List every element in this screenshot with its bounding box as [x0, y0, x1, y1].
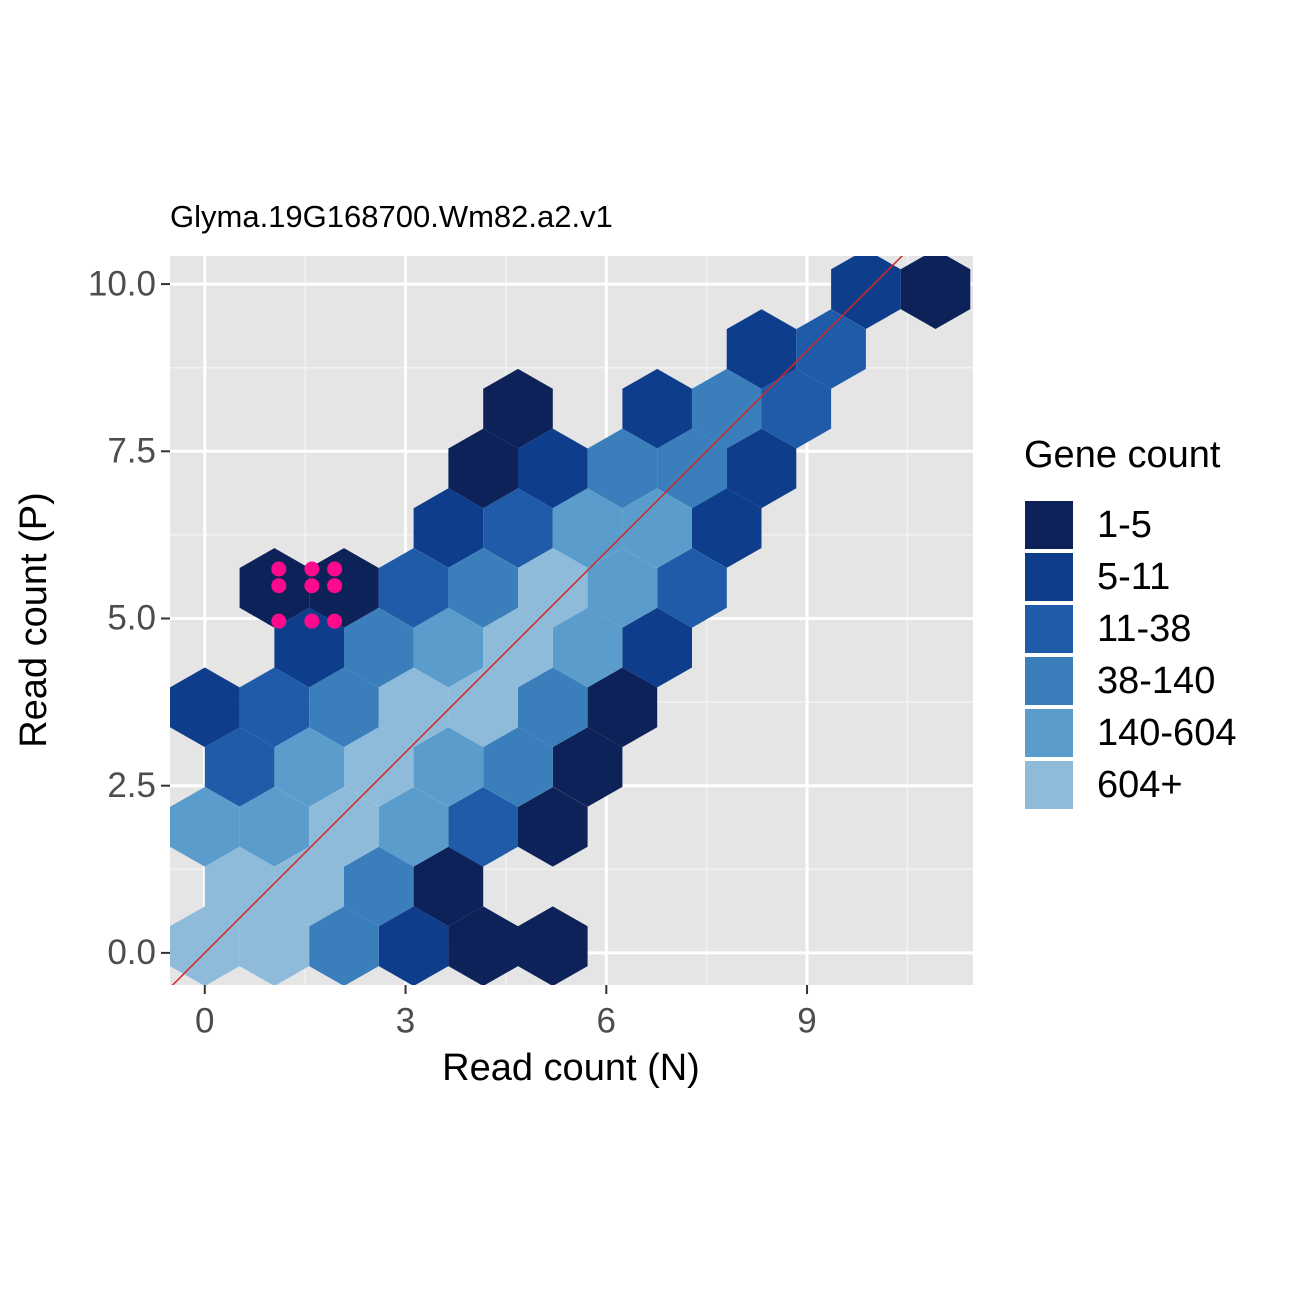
hex-bin [378, 787, 449, 867]
hex-bin [170, 906, 240, 985]
highlight-point [304, 578, 320, 594]
hex-bin [518, 548, 588, 628]
legend-key [1023, 759, 1075, 811]
highlight-point [304, 561, 320, 577]
hex-bin [170, 787, 240, 867]
hex-bin [448, 667, 518, 748]
hex-bin [483, 488, 553, 568]
highlight-point [327, 578, 343, 594]
hex-bin [344, 607, 414, 688]
y-tick-label: 0.0 [107, 933, 156, 972]
hex-bin [622, 368, 692, 449]
hex-bin [274, 727, 344, 807]
highlight-point [271, 578, 287, 594]
hex-bin [552, 488, 623, 568]
legend-label: 1-5 [1097, 504, 1152, 546]
hex-bin [796, 309, 866, 389]
hex-bin [448, 428, 518, 509]
legend-key [1023, 603, 1075, 655]
hex-bin [587, 428, 658, 509]
hex-bin [413, 846, 484, 927]
y-tick-label: 2.5 [107, 766, 156, 805]
hex-bin [309, 906, 379, 985]
hex-bin [691, 368, 762, 449]
highlight-point [327, 613, 343, 629]
hex-bin [761, 368, 832, 449]
hex-bin [657, 548, 727, 628]
hex-bin [448, 906, 518, 985]
y-tick-label: 10.0 [88, 264, 156, 303]
y-tick-label: 7.5 [107, 432, 156, 471]
highlight-point [304, 613, 320, 629]
hex-bin [622, 607, 692, 688]
hex-bin [587, 548, 658, 628]
legend: 1-5 5-11 11-38 38-140 140-604 604+ [1023, 499, 1236, 811]
x-tick-label: 0 [195, 1001, 214, 1040]
hex-bin [518, 667, 588, 748]
hex-bin [622, 488, 692, 568]
hex-bin [274, 607, 344, 688]
hex-bin [518, 787, 588, 867]
legend-label: 11-38 [1097, 608, 1191, 650]
hex-bin [170, 667, 240, 748]
highlight-point [327, 561, 343, 577]
hex-bin [378, 906, 449, 985]
legend-label: 5-11 [1097, 556, 1170, 598]
highlight-point [271, 613, 287, 629]
x-tick-label: 6 [597, 1001, 616, 1040]
hex-bin [483, 368, 553, 449]
hex-bin [552, 727, 623, 807]
axes: 0 3 6 9 0.0 2.5 5.0 7.5 10.0 [88, 264, 817, 1040]
x-tick-label: 3 [396, 1001, 415, 1040]
hex-bin [344, 727, 414, 807]
hex-bin [413, 607, 484, 688]
hex-bin [204, 846, 275, 927]
hex-bin [483, 727, 553, 807]
x-axis-title: Read count (N) [442, 1047, 700, 1089]
hex-bin [378, 548, 449, 628]
hex-bin [691, 488, 762, 568]
hex-bin [413, 727, 484, 807]
hex-bin [518, 906, 588, 985]
reference-line [171, 256, 904, 985]
highlight-point [271, 561, 287, 577]
hex-bin [204, 727, 275, 807]
chart-title: Glyma.19G168700.Wm82.a2.v1 [170, 199, 613, 234]
legend-title: Gene count [1024, 434, 1221, 476]
legend-label: 604+ [1097, 764, 1183, 806]
hex-bin [239, 667, 310, 748]
hex-bin [413, 488, 484, 568]
hex-bin [309, 548, 379, 628]
legend-label: 140-604 [1097, 712, 1236, 754]
hex-bin [726, 428, 797, 509]
legend-key [1023, 707, 1075, 759]
y-tick-label: 5.0 [107, 599, 156, 638]
hex-bin [239, 906, 310, 985]
hex-bin [239, 787, 310, 867]
hex-bin [587, 667, 658, 748]
hex-bin [309, 667, 379, 748]
hex-bin [900, 256, 971, 329]
hex-bin [726, 309, 797, 389]
hex-bin [448, 548, 518, 628]
hex-bin [518, 428, 588, 509]
y-axis-title: Read count (P) [13, 492, 55, 748]
hex-bin [344, 846, 414, 927]
legend-key [1023, 551, 1075, 603]
legend-label: 38-140 [1097, 660, 1215, 702]
hex-bin [448, 787, 518, 867]
plot-area [170, 256, 971, 985]
hex-bin [483, 607, 553, 688]
hex-bin [552, 607, 623, 688]
legend-key [1023, 499, 1075, 551]
hex-bin [309, 787, 379, 867]
x-tick-label: 9 [797, 1001, 816, 1040]
legend-key [1023, 655, 1075, 707]
